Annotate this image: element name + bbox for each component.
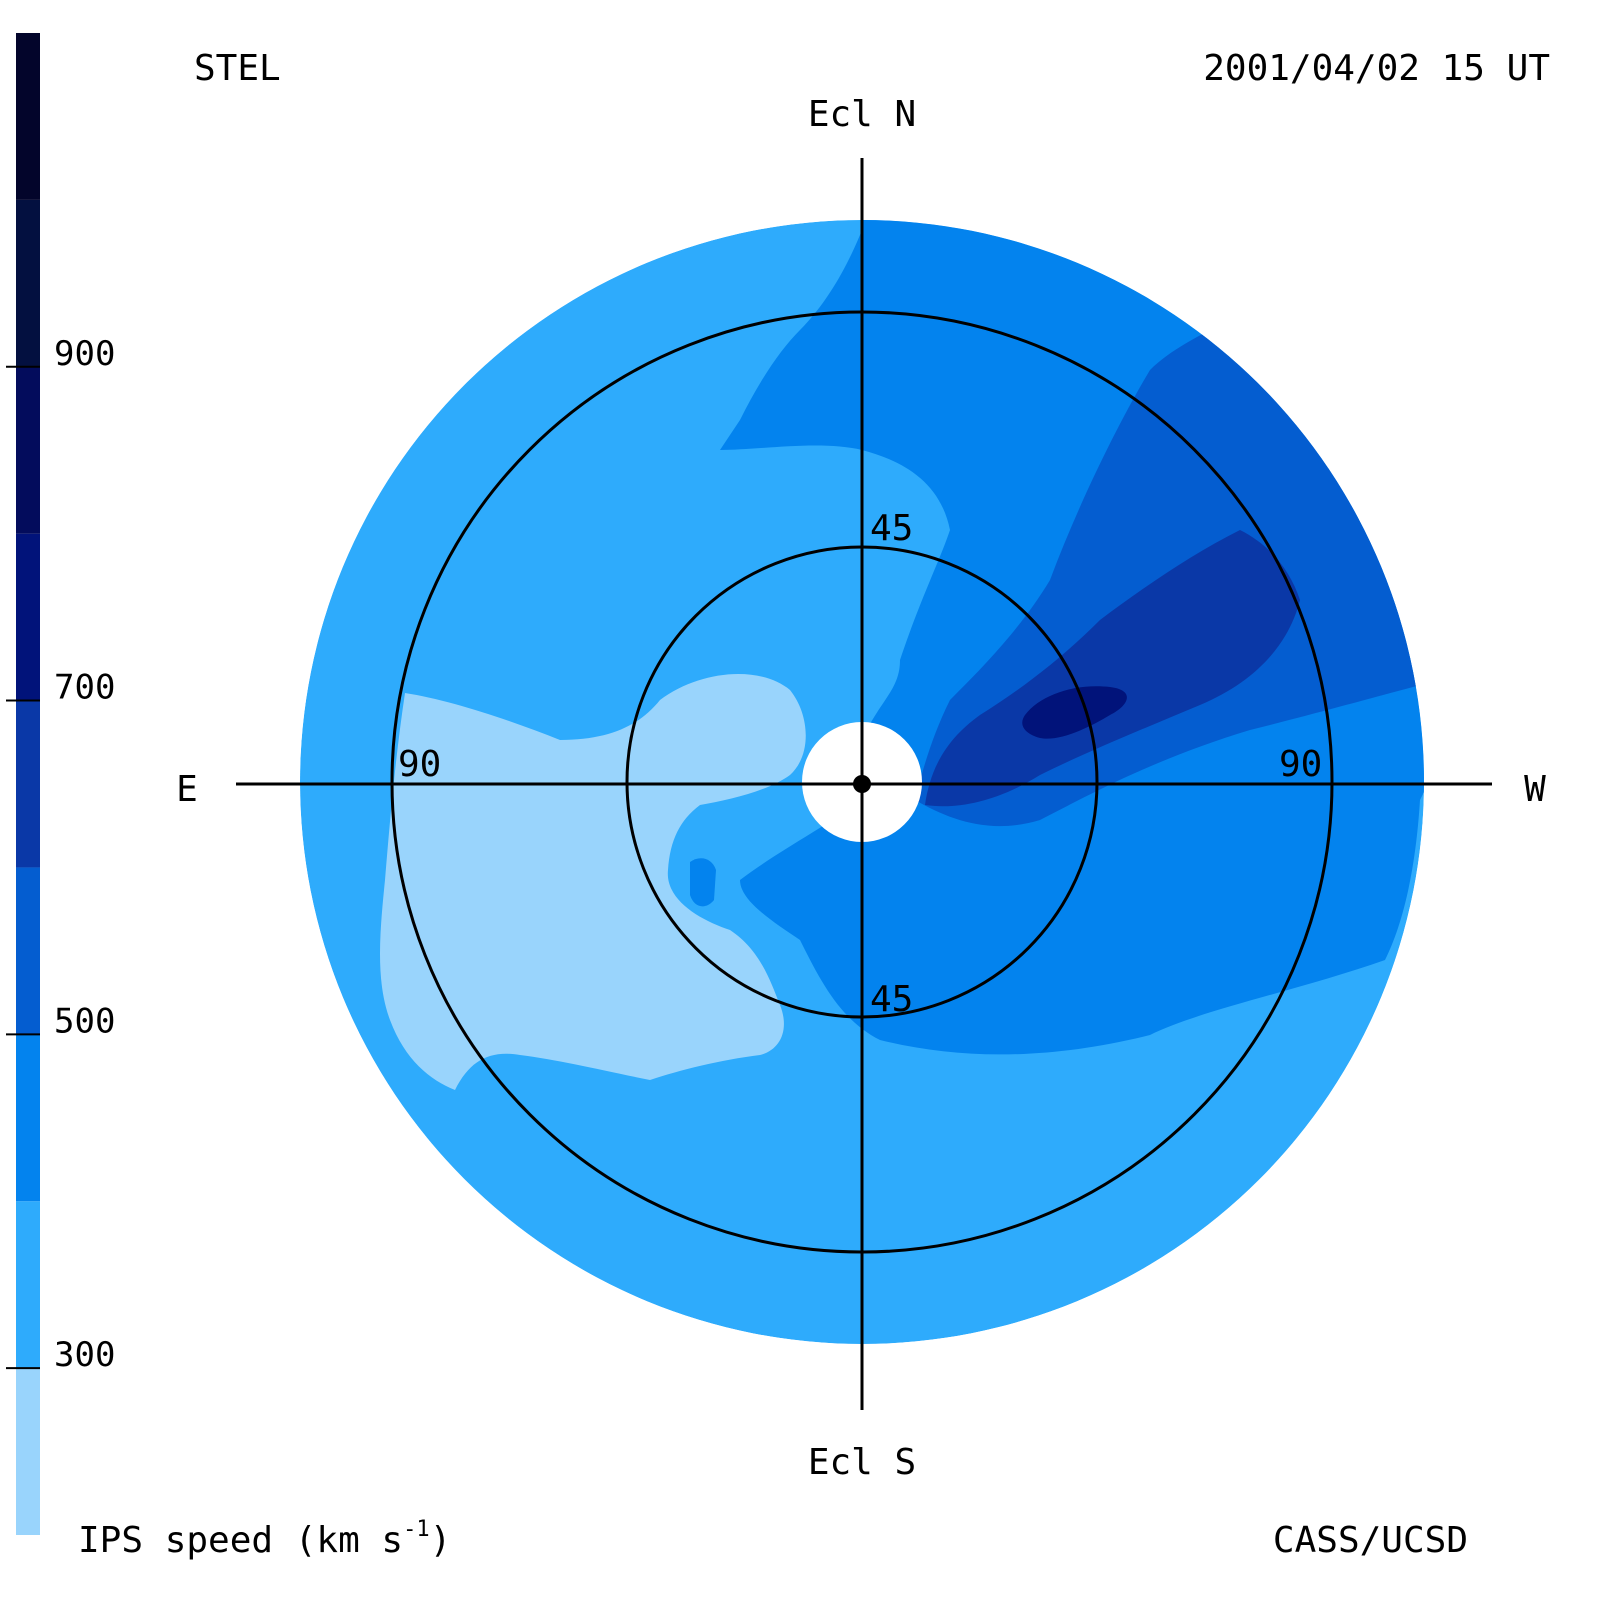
ring-label-45-north: 45 — [870, 508, 913, 549]
region-speed-200-east — [380, 673, 806, 1090]
colorbar-band-700 — [16, 533, 40, 701]
region-speed-600-west — [925, 530, 1300, 807]
region-speed-400-pocket — [690, 858, 716, 907]
colorbar-tick-label-900: 900 — [54, 334, 115, 374]
colorbar-ticks: 900 700 500 300 — [6, 334, 115, 1375]
colorbar-band-400 — [16, 1034, 40, 1202]
colorbar-tick-label-700: 700 — [54, 668, 115, 708]
ring-label-90-east: 90 — [398, 744, 441, 785]
credit-label: CASS/UCSD — [1273, 1520, 1468, 1561]
colorbar-tick-label-500: 500 — [54, 1001, 115, 1041]
region-speed-700-west — [1022, 686, 1127, 739]
colorbar-band-900 — [16, 199, 40, 367]
direction-west: W — [1524, 769, 1546, 810]
direction-north: Ecl N — [808, 94, 916, 135]
colorbar — [16, 33, 40, 1535]
colorbar-band-300 — [16, 1201, 40, 1369]
colorbar-band-200 — [16, 1368, 40, 1535]
direction-south: Ecl S — [808, 1442, 916, 1483]
ring-label-45-south: 45 — [870, 979, 913, 1020]
colorbar-band-1000 — [16, 33, 40, 200]
colorbar-tick-label-300: 300 — [54, 1335, 115, 1375]
colorbar-band-500 — [16, 867, 40, 1035]
ring-label-90-west: 90 — [1279, 744, 1322, 785]
direction-east: E — [176, 769, 198, 810]
colorbar-band-600 — [16, 700, 40, 868]
colorbar-band-800 — [16, 366, 40, 534]
timestamp-label: 2001/04/02 15 UT — [1203, 48, 1550, 89]
sun-center-dot — [853, 775, 871, 793]
colorbar-title: IPS speed (km s-1) — [78, 1517, 451, 1561]
observatory-label: STEL — [194, 48, 281, 89]
